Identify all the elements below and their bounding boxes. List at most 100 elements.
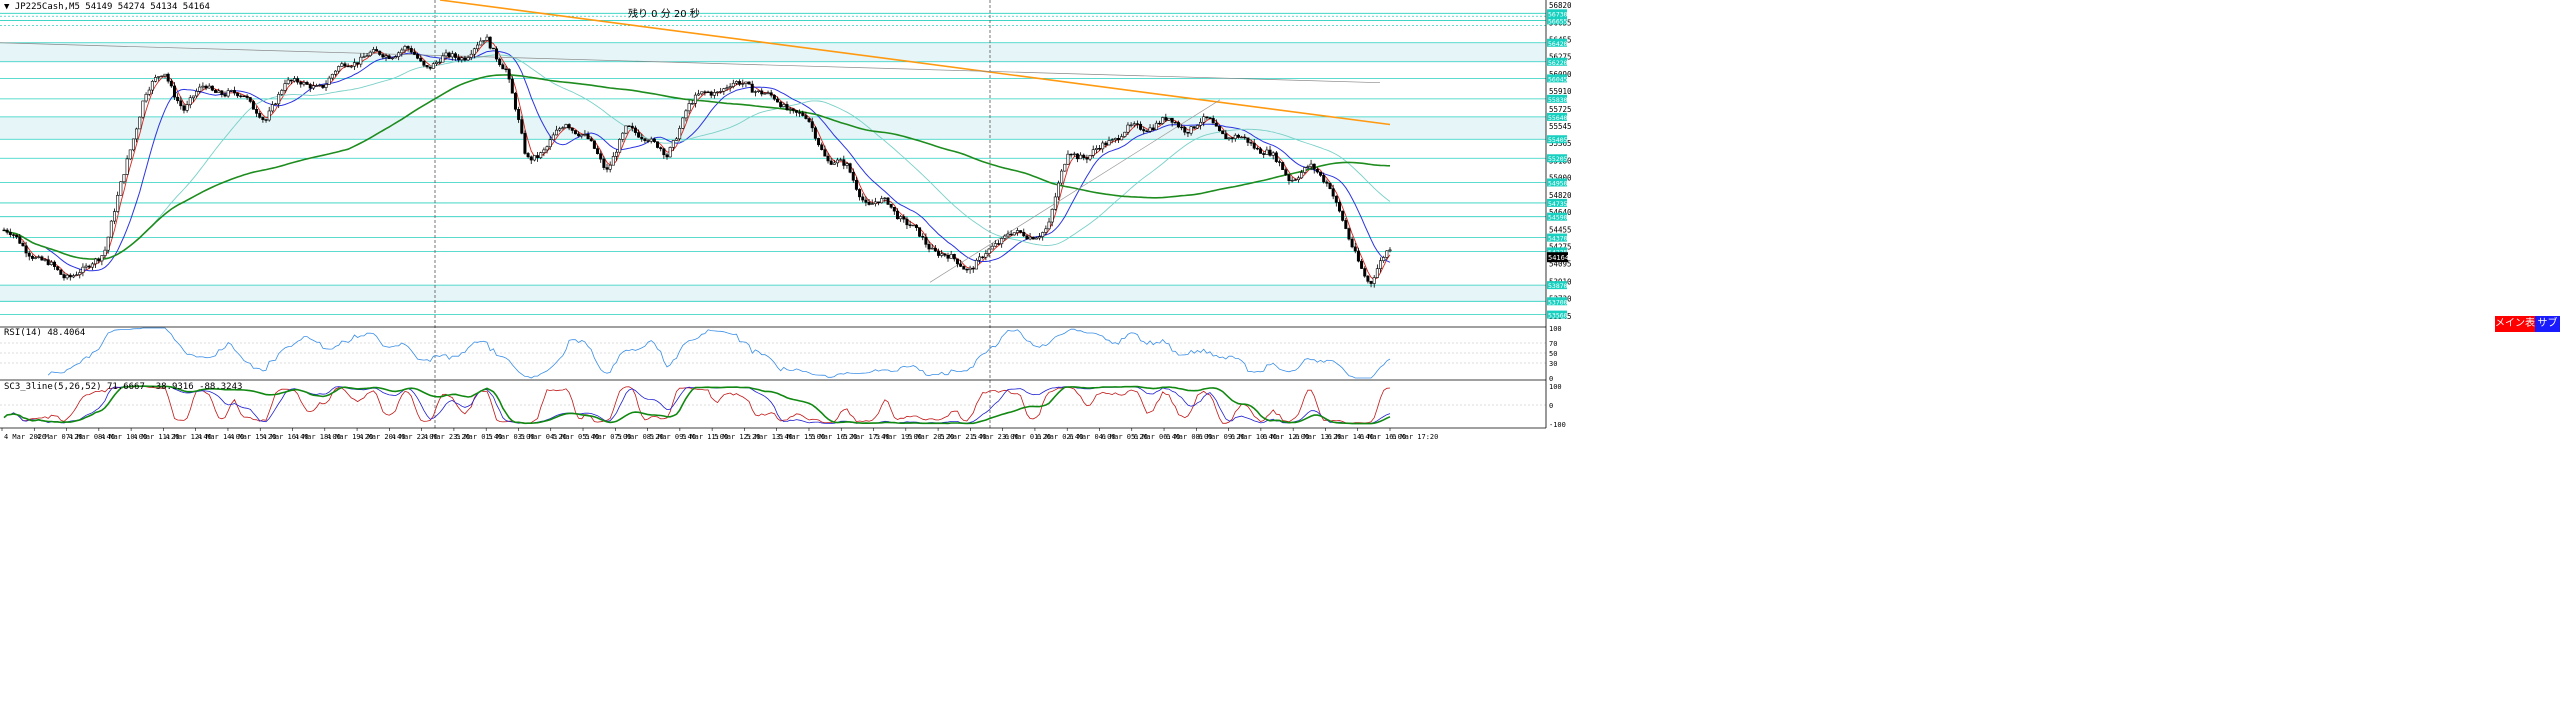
candle-body — [750, 83, 754, 93]
candle-body — [744, 81, 748, 84]
candle-body — [1268, 149, 1272, 156]
candle-body — [1151, 127, 1155, 130]
candle-body — [1170, 117, 1174, 123]
candle-body — [1015, 230, 1019, 233]
candle-body — [596, 148, 600, 154]
candle-body — [78, 272, 82, 276]
candle-body — [681, 117, 685, 129]
candle-body — [100, 255, 104, 262]
candle-body — [567, 124, 571, 129]
candle-body — [529, 156, 533, 161]
candle-body — [1271, 152, 1275, 156]
candle-body — [1227, 137, 1231, 140]
candle-body — [1236, 134, 1240, 138]
time-tick-label: 6 Mar 13:20 — [1295, 433, 1341, 441]
candle-body — [15, 234, 19, 238]
time-tick-label: 4 Mar 2026 — [4, 433, 46, 441]
candle-body — [18, 236, 22, 244]
candle-body — [384, 55, 388, 58]
candle-body — [1003, 235, 1007, 239]
candle-body — [1356, 250, 1360, 262]
candle-body — [539, 152, 543, 158]
candle-body — [1148, 127, 1152, 132]
candle-body — [1337, 202, 1341, 212]
candle-body — [463, 57, 467, 61]
candle-body — [1107, 140, 1111, 146]
level-tag-label: 54370 — [1548, 235, 1568, 243]
candle-body — [308, 84, 312, 89]
candle-body — [1066, 153, 1070, 165]
candle-body — [1139, 123, 1143, 130]
candle-body — [198, 86, 202, 92]
candle-body — [1154, 122, 1158, 130]
candle-body — [56, 266, 60, 271]
candle-body — [892, 206, 896, 212]
candle-body — [223, 94, 227, 97]
candle-body — [163, 73, 167, 77]
candle-body — [1050, 208, 1054, 223]
candle-body — [728, 86, 732, 89]
candle-body — [103, 249, 107, 256]
candle-body — [621, 132, 625, 140]
main-display-button[interactable]: メイン表示 — [2495, 316, 2535, 345]
candle-body — [924, 236, 928, 245]
candle-body — [315, 85, 319, 87]
candle-body — [1341, 210, 1345, 221]
time-tick-label: 4 Mar 08:40 — [69, 433, 115, 441]
candle-body — [1385, 250, 1389, 258]
time-tick-label: 4 Mar 23:20 — [424, 433, 470, 441]
candle-body — [1293, 179, 1297, 181]
price-tick-label: 55910 — [1549, 87, 1572, 96]
candle-body — [842, 159, 846, 166]
level-band — [0, 285, 1546, 302]
candle-body — [1315, 169, 1319, 173]
candle-body — [1287, 174, 1291, 182]
candle-body — [709, 91, 713, 96]
rsi-tick-label: 70 — [1549, 340, 1557, 348]
candle-body — [476, 44, 480, 50]
candle-body — [131, 138, 135, 151]
candle-body — [122, 174, 126, 183]
stoch-fast-line — [3, 385, 1391, 424]
time-tick-label: 4 Mar 15:20 — [230, 433, 276, 441]
candle-body — [217, 90, 221, 93]
candle-body — [368, 51, 372, 56]
candle-body — [1221, 130, 1225, 135]
rsi-tick-label: 30 — [1549, 360, 1557, 368]
candle-body — [469, 53, 473, 58]
sub-display-button[interactable]: サブ表示 — [2535, 316, 2560, 345]
time-tick-label: 5 Mar 01:40 — [456, 433, 502, 441]
candle-body — [157, 76, 161, 78]
price-tick-label: 56820 — [1549, 1, 1572, 10]
candle-body — [1208, 117, 1212, 119]
candle-body — [1265, 149, 1269, 155]
candle-body — [1101, 142, 1105, 150]
candle-body — [959, 263, 963, 267]
candle-body — [71, 275, 75, 278]
candle-body — [261, 117, 265, 120]
candle-body — [138, 116, 142, 130]
candle-body — [283, 83, 287, 91]
candle-body — [624, 125, 628, 134]
candle-body — [757, 90, 761, 92]
candle-body — [1296, 177, 1300, 181]
candle-body — [851, 171, 855, 181]
candle-body — [627, 125, 631, 127]
candle-body — [974, 259, 978, 270]
candle-body — [248, 97, 252, 102]
candle-body — [719, 91, 723, 93]
candle-body — [311, 85, 315, 89]
time-tick-label: 5 Mar 21:40 — [940, 433, 986, 441]
candle-body — [1104, 142, 1108, 146]
candle-body — [867, 202, 871, 205]
candle-body — [858, 189, 862, 198]
time-tick-label: 6 Mar 04:00 — [1069, 433, 1115, 441]
candle-body — [517, 108, 521, 120]
candle-body — [558, 128, 562, 131]
candle-body — [495, 48, 499, 60]
candle-body — [1176, 122, 1180, 128]
candle-body — [346, 65, 350, 68]
candle-body — [239, 95, 243, 97]
candle-body — [1056, 182, 1060, 198]
candle-body — [599, 153, 603, 160]
